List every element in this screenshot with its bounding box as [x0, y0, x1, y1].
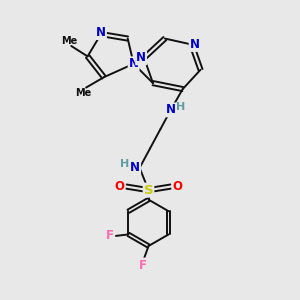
- Text: O: O: [115, 180, 125, 193]
- Text: Me: Me: [75, 88, 91, 98]
- Text: S: S: [144, 184, 153, 196]
- Text: N: N: [129, 57, 139, 70]
- Text: F: F: [139, 259, 147, 272]
- Text: H: H: [120, 159, 129, 169]
- Text: F: F: [105, 230, 113, 242]
- Text: N: N: [130, 161, 140, 174]
- Text: Me: Me: [61, 36, 77, 46]
- Text: N: N: [166, 103, 176, 116]
- Text: O: O: [172, 180, 182, 193]
- Text: N: N: [96, 26, 106, 39]
- Text: N: N: [136, 51, 146, 64]
- Text: H: H: [176, 102, 185, 112]
- Text: N: N: [190, 38, 200, 51]
